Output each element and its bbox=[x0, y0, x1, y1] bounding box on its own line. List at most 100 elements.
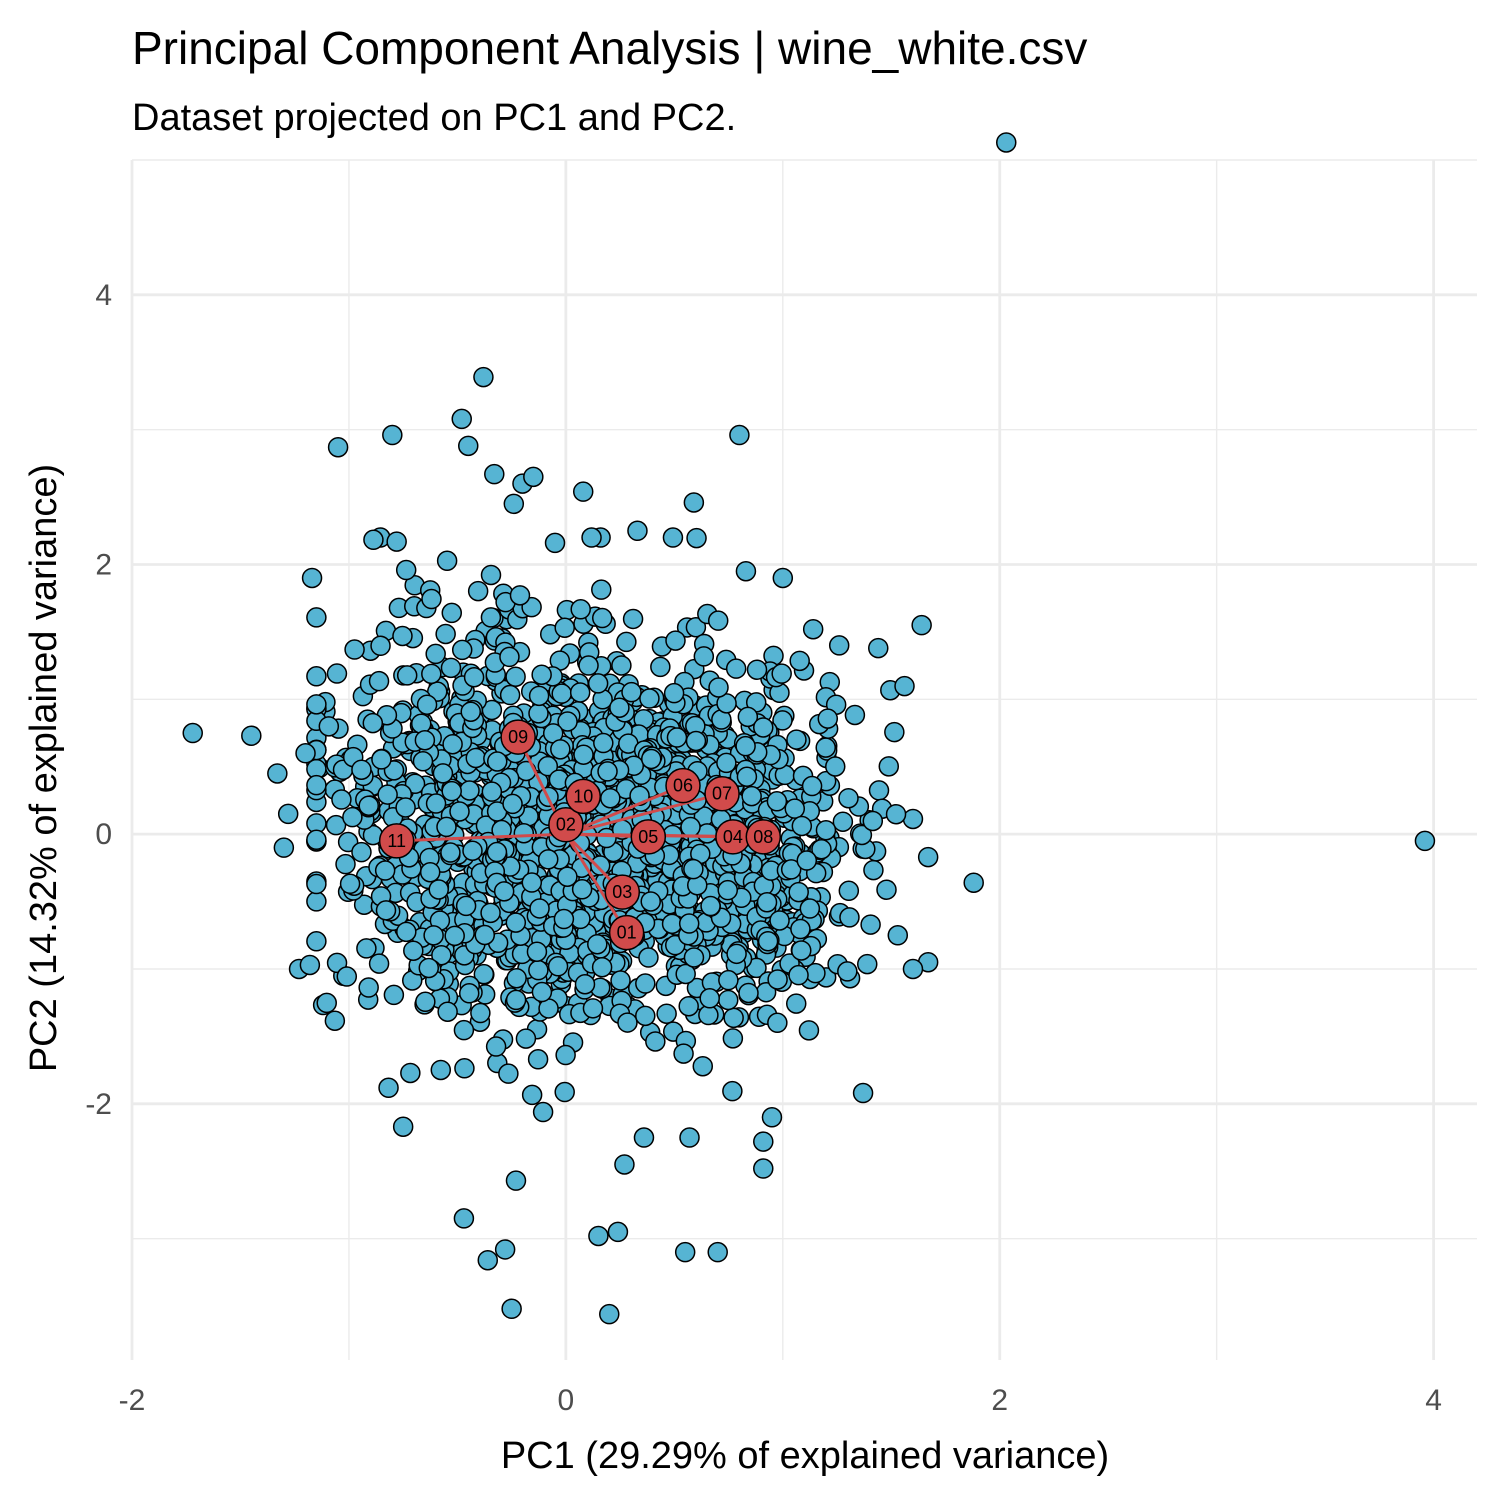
data-point bbox=[589, 855, 611, 876]
data-point bbox=[852, 1082, 874, 1104]
data-point bbox=[683, 492, 705, 513]
data-point bbox=[182, 722, 203, 744]
data-point bbox=[856, 953, 878, 975]
data-point bbox=[789, 650, 810, 672]
data-point bbox=[627, 520, 648, 542]
data-point bbox=[716, 693, 737, 714]
loading-label-07: 07 bbox=[712, 784, 732, 804]
data-point bbox=[421, 588, 442, 610]
data-point bbox=[378, 1077, 399, 1099]
data-point bbox=[911, 614, 932, 636]
data-point bbox=[306, 891, 327, 912]
data-point bbox=[436, 816, 457, 838]
data-point bbox=[621, 681, 642, 703]
data-point bbox=[335, 853, 356, 875]
loading-marker-03 bbox=[604, 874, 641, 910]
loading-label-10: 10 bbox=[573, 786, 593, 806]
loading-label-08: 08 bbox=[753, 827, 773, 847]
loading-label-02: 02 bbox=[556, 815, 576, 835]
data-point bbox=[441, 602, 463, 624]
data-point bbox=[662, 527, 684, 548]
data-point bbox=[453, 1208, 475, 1229]
loading-vector-01 bbox=[564, 833, 628, 934]
data-point bbox=[480, 902, 501, 924]
data-point bbox=[377, 784, 398, 805]
loading-label-06: 06 bbox=[673, 776, 693, 796]
data-point bbox=[617, 1012, 638, 1033]
data-point bbox=[876, 879, 897, 900]
data-point bbox=[451, 639, 473, 661]
data-point bbox=[529, 898, 550, 919]
data-point bbox=[692, 1055, 714, 1077]
data-point bbox=[717, 879, 739, 901]
data-point bbox=[868, 780, 890, 801]
x-tick-label: 0 bbox=[558, 1384, 575, 1417]
loading-marker-06 bbox=[665, 767, 701, 804]
loading-vector-11 bbox=[396, 832, 566, 843]
loading-marker-09 bbox=[500, 719, 536, 755]
data-point bbox=[363, 529, 384, 551]
data-point bbox=[465, 747, 487, 769]
data-point bbox=[441, 780, 462, 802]
data-point bbox=[462, 840, 483, 861]
data-point bbox=[505, 666, 526, 687]
data-point bbox=[554, 617, 575, 639]
data-point bbox=[860, 914, 881, 935]
data-point bbox=[499, 646, 520, 668]
data-point bbox=[963, 872, 984, 893]
data-point bbox=[440, 657, 462, 679]
data-point bbox=[470, 1002, 491, 1024]
data-point bbox=[761, 1107, 783, 1128]
data-point bbox=[435, 623, 456, 645]
data-point bbox=[480, 607, 502, 628]
data-point bbox=[318, 716, 340, 737]
data-point bbox=[817, 708, 839, 729]
data-point bbox=[416, 694, 438, 715]
data-point bbox=[616, 631, 637, 653]
data-point bbox=[425, 643, 446, 665]
data-point bbox=[844, 704, 866, 726]
data-point bbox=[436, 550, 458, 572]
data-point bbox=[430, 1059, 452, 1081]
data-point bbox=[498, 1063, 519, 1084]
data-point bbox=[887, 925, 909, 946]
data-point bbox=[526, 941, 548, 962]
data-point bbox=[600, 787, 621, 809]
data-point bbox=[327, 436, 349, 458]
data-point bbox=[410, 713, 432, 734]
data-point bbox=[547, 956, 569, 977]
data-point bbox=[578, 655, 599, 676]
y-tick-label: 2 bbox=[95, 548, 112, 581]
data-point bbox=[771, 663, 792, 684]
data-point bbox=[785, 993, 807, 1014]
loading-marker-02 bbox=[548, 806, 584, 843]
data-point bbox=[467, 580, 489, 602]
data-point bbox=[640, 748, 662, 770]
data-point bbox=[528, 703, 549, 724]
data-point bbox=[459, 780, 480, 801]
data-point bbox=[396, 665, 418, 686]
data-point bbox=[645, 1031, 666, 1052]
data-point bbox=[351, 841, 372, 863]
data-point bbox=[383, 984, 405, 1006]
data-point bbox=[790, 918, 811, 940]
data-point bbox=[591, 956, 613, 978]
data-point bbox=[521, 1084, 543, 1106]
y-axis-ticks: -2 0 2 4 bbox=[85, 279, 112, 1121]
data-point bbox=[423, 925, 444, 946]
data-point bbox=[772, 567, 794, 589]
data-point bbox=[555, 1044, 576, 1066]
data-point bbox=[571, 879, 593, 900]
y-tick-label: 0 bbox=[95, 818, 112, 851]
data-point bbox=[572, 481, 594, 502]
data-point bbox=[573, 744, 594, 765]
data-point bbox=[716, 752, 737, 774]
data-point bbox=[801, 775, 823, 797]
data-point bbox=[368, 953, 390, 974]
data-point bbox=[386, 531, 407, 552]
loading-label-03: 03 bbox=[612, 882, 632, 902]
data-point bbox=[531, 664, 552, 685]
loading-marker-05 bbox=[630, 819, 667, 855]
data-point bbox=[639, 688, 660, 709]
data-point bbox=[412, 751, 434, 772]
